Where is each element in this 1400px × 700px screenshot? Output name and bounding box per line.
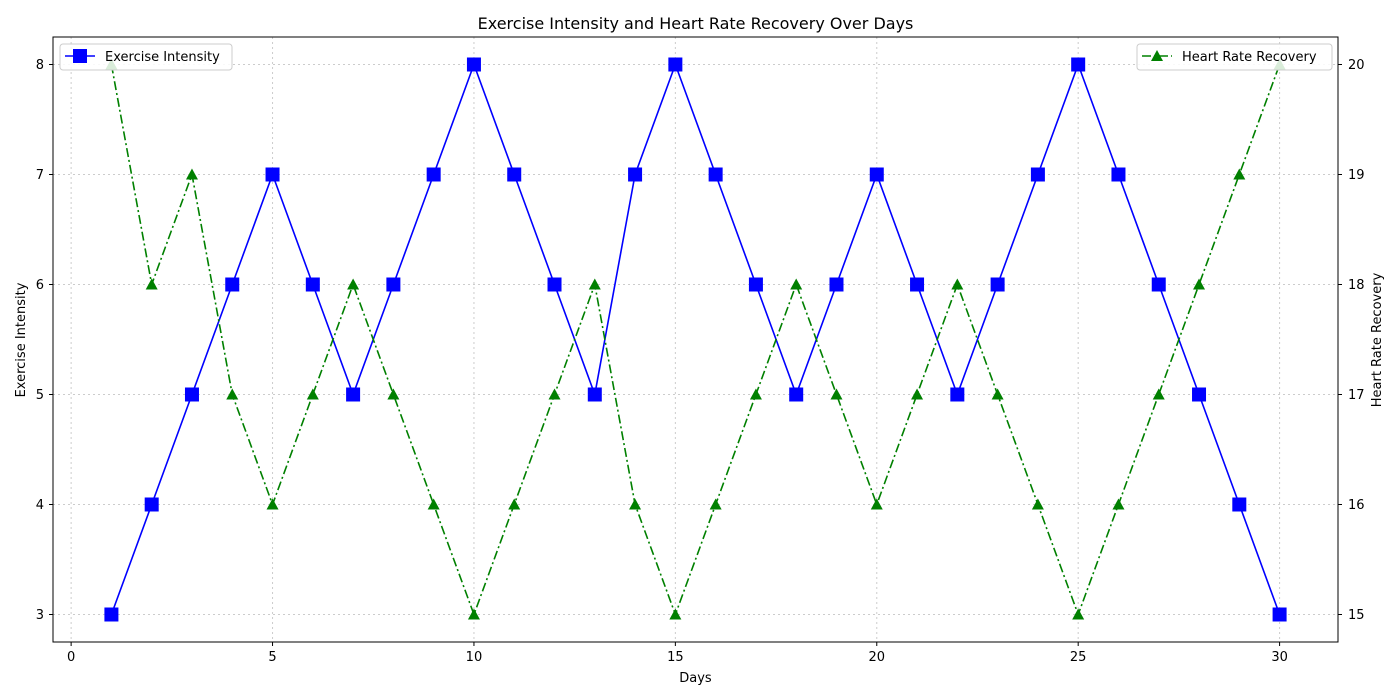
exercise-intensity-point <box>668 57 683 72</box>
exercise-intensity-point <box>1272 607 1287 622</box>
heart-rate-recovery-point <box>185 168 198 180</box>
heart-rate-recovery-point <box>508 498 521 510</box>
exercise-intensity-point <box>1151 277 1166 292</box>
exercise-intensity-point <box>386 277 401 292</box>
x-tick-label: 20 <box>868 650 885 665</box>
heart-rate-recovery-point <box>749 388 762 400</box>
heart-rate-recovery-point <box>1112 498 1125 510</box>
x-tick-label: 15 <box>667 650 684 665</box>
heart-rate-recovery-point <box>629 498 642 510</box>
right-y-tick-label: 17 <box>1348 388 1365 403</box>
right-y-axis: 15 16 17 18 19 20 <box>1338 58 1365 623</box>
x-tick-label: 30 <box>1271 650 1288 665</box>
legend-left: Exercise Intensity <box>59 43 233 71</box>
exercise-intensity-point <box>1030 167 1045 182</box>
x-tick-label: 0 <box>67 650 75 665</box>
left-y-tick-label: 3 <box>36 608 44 623</box>
heart-rate-recovery-point <box>830 388 843 400</box>
heart-rate-recovery-point <box>911 388 924 400</box>
heart-rate-recovery-point <box>588 278 601 290</box>
plot-frame <box>52 36 1339 643</box>
exercise-intensity-line <box>110 63 1281 615</box>
legend-left-box <box>59 43 233 71</box>
right-y-axis-label: Heart Rate Recovery <box>1370 272 1385 407</box>
heart-rate-recovery-point <box>1072 608 1085 620</box>
exercise-intensity-point <box>507 167 522 182</box>
exercise-intensity-point <box>990 277 1005 292</box>
heart-rate-recovery-line <box>110 64 1281 616</box>
exercise-intensity-point <box>748 277 763 292</box>
exercise-intensity-point <box>1111 167 1126 182</box>
heart-rate-recovery-point <box>669 608 682 620</box>
exercise-intensity-point <box>1071 57 1086 72</box>
exercise-intensity-point <box>950 387 965 402</box>
left-y-tick-label: 4 <box>36 498 44 513</box>
exercise-intensity-point <box>789 387 804 402</box>
legend-left-label: Exercise Intensity <box>105 50 220 65</box>
exercise-intensity-point <box>144 497 159 512</box>
heart-rate-recovery-point <box>1031 498 1044 510</box>
legend-right-box <box>1136 43 1333 71</box>
legend-right: Heart Rate Recovery <box>1136 43 1333 71</box>
left-y-axis-label: Exercise Intensity <box>14 282 29 397</box>
exercise-intensity-point <box>829 277 844 292</box>
exercise-intensity-point <box>587 387 602 402</box>
legend-left-square-marker <box>73 49 87 63</box>
heart-rate-recovery-point <box>427 498 440 510</box>
x-axis: 0 5 10 15 20 25 30 <box>67 642 1288 665</box>
x-tick-label: 10 <box>466 650 483 665</box>
exercise-intensity-point <box>225 277 240 292</box>
left-y-tick-label: 6 <box>36 278 44 293</box>
left-y-tick-label: 5 <box>36 388 44 403</box>
heart-rate-recovery-point <box>226 388 239 400</box>
grid <box>53 37 1338 642</box>
right-y-tick-label: 19 <box>1348 168 1365 183</box>
exercise-intensity-point <box>184 387 199 402</box>
right-y-tick-label: 18 <box>1348 278 1365 293</box>
exercise-intensity-point <box>265 167 280 182</box>
left-y-tick-label: 7 <box>36 168 44 183</box>
heart-rate-recovery-point <box>790 278 803 290</box>
heart-rate-recovery-point <box>1152 388 1165 400</box>
left-y-axis: 3 4 5 6 7 8 <box>36 58 53 623</box>
exercise-intensity-point <box>346 387 361 402</box>
heart-rate-recovery-point <box>347 278 360 290</box>
right-y-tick-label: 16 <box>1348 498 1365 513</box>
chart-title: Exercise Intensity and Heart Rate Recove… <box>478 14 914 33</box>
heart-rate-recovery-point <box>709 498 722 510</box>
exercise-intensity-point <box>547 277 562 292</box>
x-tick-label: 5 <box>268 650 276 665</box>
exercise-intensity-point <box>1232 497 1247 512</box>
heart-rate-recovery-point <box>548 388 561 400</box>
heart-rate-recovery-point <box>145 278 158 290</box>
exercise-intensity-point <box>104 607 119 622</box>
heart-rate-recovery-point <box>467 608 480 620</box>
heart-rate-recovery-point <box>266 498 279 510</box>
x-axis-label: Days <box>679 671 712 686</box>
x-tick-label: 25 <box>1070 650 1087 665</box>
exercise-intensity-point <box>466 57 481 72</box>
left-y-tick-label: 8 <box>36 58 44 73</box>
exercise-intensity-point <box>426 167 441 182</box>
heart-rate-recovery-point <box>306 388 319 400</box>
heart-rate-recovery-point <box>1193 278 1206 290</box>
exercise-intensity-point <box>910 277 925 292</box>
legend-right-label: Heart Rate Recovery <box>1182 50 1317 65</box>
exercise-intensity-point <box>305 277 320 292</box>
right-y-tick-label: 15 <box>1348 608 1365 623</box>
exercise-intensity-point <box>628 167 643 182</box>
legend-right-triangle-marker <box>1151 50 1163 61</box>
exercise-intensity-point <box>708 167 723 182</box>
heart-rate-recovery-point <box>991 388 1004 400</box>
exercise-intensity-point <box>869 167 884 182</box>
exercise-intensity-series <box>104 57 1287 622</box>
right-y-tick-label: 20 <box>1348 58 1365 73</box>
heart-rate-recovery-point <box>1233 168 1246 180</box>
heart-rate-recovery-point <box>951 278 964 290</box>
exercise-intensity-point <box>1192 387 1207 402</box>
heart-rate-recovery-point <box>387 388 400 400</box>
heart-rate-recovery-point <box>870 498 883 510</box>
heart-rate-recovery-series <box>105 58 1286 620</box>
